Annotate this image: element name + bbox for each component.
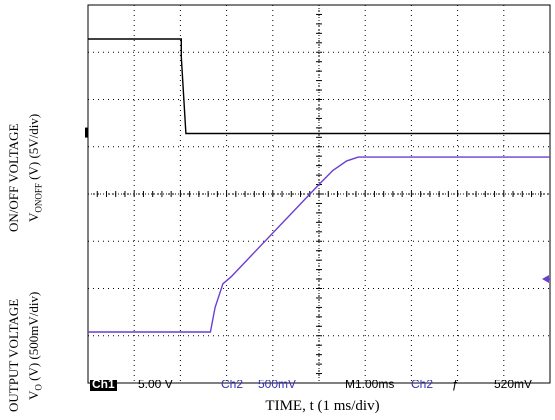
status-trigger-channel: Ch2: [411, 380, 434, 391]
status-ch2-label: Ch2: [221, 380, 244, 391]
status-ch1-tag: Ch1: [90, 380, 117, 391]
ch1-ground-marker: [85, 127, 88, 138]
markers: [85, 127, 550, 284]
graticule: [87, 4, 551, 384]
status-timebase: M1.00ms: [345, 380, 395, 391]
status-ch2-scale: 500mV: [258, 380, 297, 391]
status-trigger-level: 520mV: [494, 380, 533, 391]
trace-ch1: [88, 38, 550, 135]
status-trigger-slope: ƒ: [452, 380, 459, 391]
x-axis-label: TIME, t (1 ms/div): [265, 398, 380, 414]
scope-status-bar: Ch1 5.00 V Ch2 500mV M1.00ms Ch2 ƒ 520mV: [88, 380, 550, 392]
status-ch1-scale: 5.00 V: [138, 380, 173, 391]
traces: [88, 38, 550, 333]
trace-ch2: [88, 156, 550, 333]
